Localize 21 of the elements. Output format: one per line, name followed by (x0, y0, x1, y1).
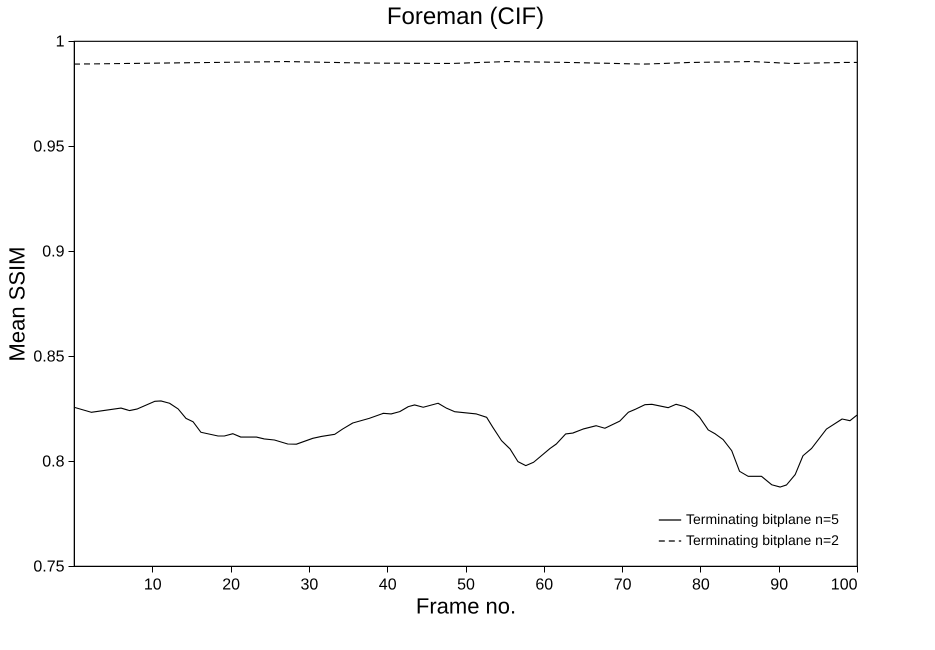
x-tick-label: 20 (222, 576, 240, 594)
x-tick-label: 40 (378, 576, 397, 594)
x-tick-label: 80 (692, 576, 710, 594)
legend-label: Terminating bitplane n=5 (686, 511, 840, 527)
x-tick-label: 30 (300, 576, 318, 594)
legend-label: Terminating bitplane n=2 (686, 532, 840, 548)
y-tick-label: 0.85 (33, 348, 65, 366)
y-tick-label: 0.8 (42, 454, 65, 470)
x-tick-label: 10 (144, 576, 162, 594)
x-tick-label: 50 (457, 576, 475, 594)
y-tick-label: 0.9 (42, 244, 65, 260)
y-tick-label: 1 (56, 34, 65, 50)
y-tick-label: 0.95 (33, 138, 65, 156)
x-axis-title: Frame no. (416, 594, 516, 618)
x-tick-label: 90 (770, 576, 788, 594)
x-tick-label: 100 (830, 576, 858, 594)
x-tick-label: 60 (535, 576, 554, 594)
x-tick-label: 70 (614, 576, 632, 594)
chart-title: Foreman (CIF) (386, 3, 544, 30)
y-axis-title: Mean SSIM (4, 246, 30, 362)
y-tick-label: 0.75 (33, 558, 65, 576)
